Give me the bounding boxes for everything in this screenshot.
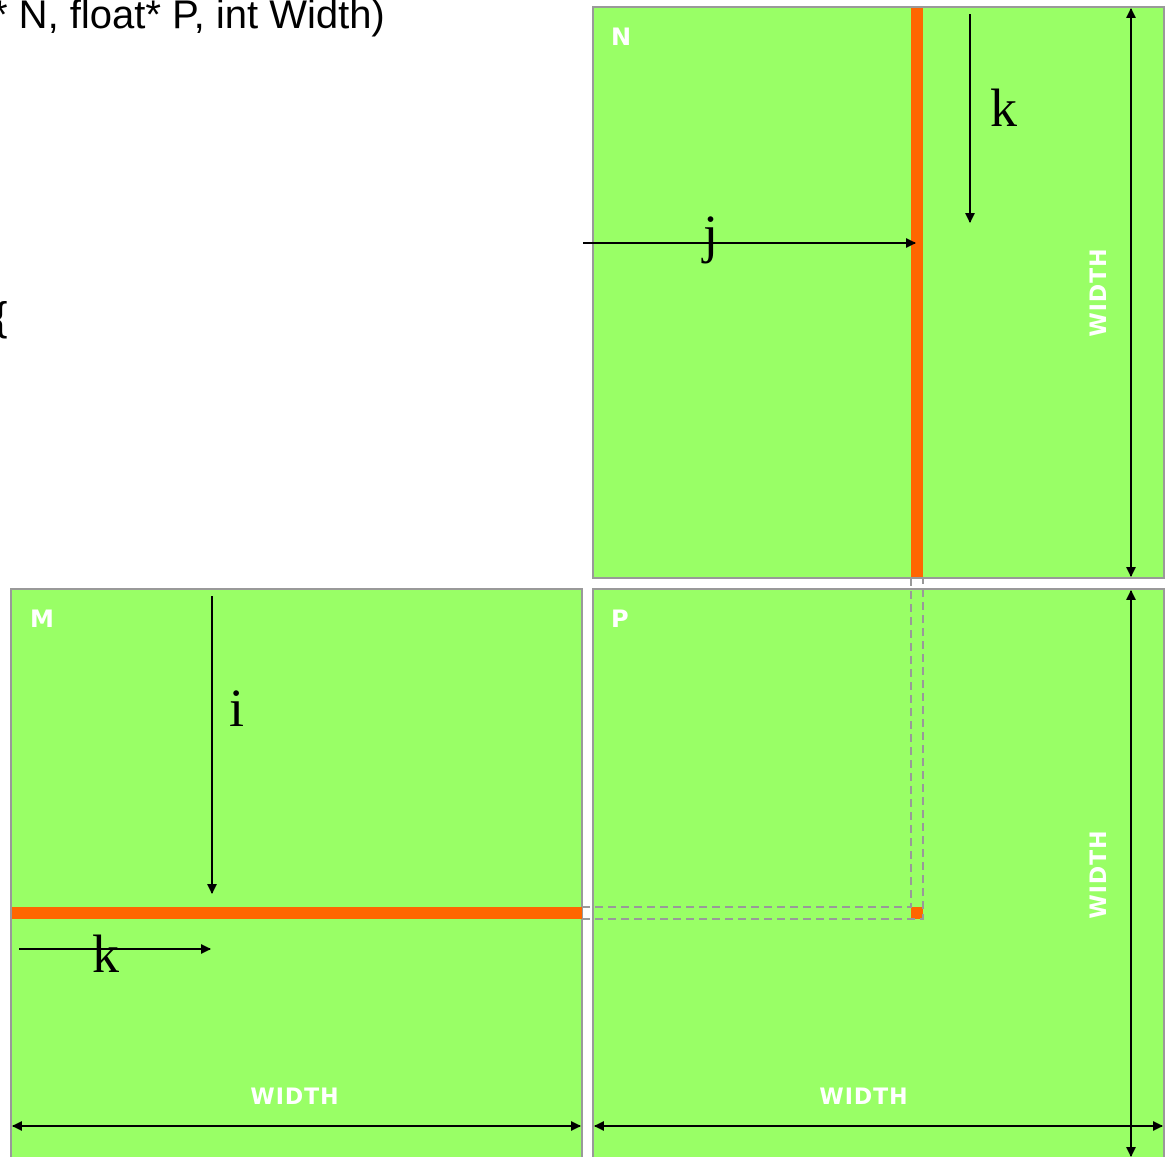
matrix-m: M i k WIDTH [10,588,583,1157]
matrix-n: N k j WIDTH [583,6,1165,579]
matrix-n-body [592,6,1165,579]
matrix-p-element [911,907,923,919]
matrix-p: P WIDTH WIDTH [582,578,1165,1157]
matrix-n-label: N [611,23,631,51]
row-guide-top [582,578,912,908]
code-signature-text: * N, float* P, int Width) [0,0,385,37]
j-index-label: j [701,204,718,264]
k-index-label-n: k [990,78,1017,138]
matrix-n-column-strip [911,8,923,577]
matrix-m-row-strip [12,907,582,919]
matrix-p-label: P [611,605,629,633]
row-guide-bottom [582,578,924,920]
i-index-label: i [229,678,244,738]
k-index-label-m: k [92,924,119,984]
matrix-m-label: M [30,605,54,633]
code-brace-text: { [0,295,7,339]
matrix-p-body [592,588,1165,1157]
matrix-m-width-label: WIDTH [250,1085,339,1110]
matrix-p-width-label: WIDTH [819,1085,908,1110]
matrix-p-height-label: WIDTH [1087,829,1112,918]
matrix-n-width-label: WIDTH [1087,247,1112,336]
matrix-m-body [10,588,583,1157]
